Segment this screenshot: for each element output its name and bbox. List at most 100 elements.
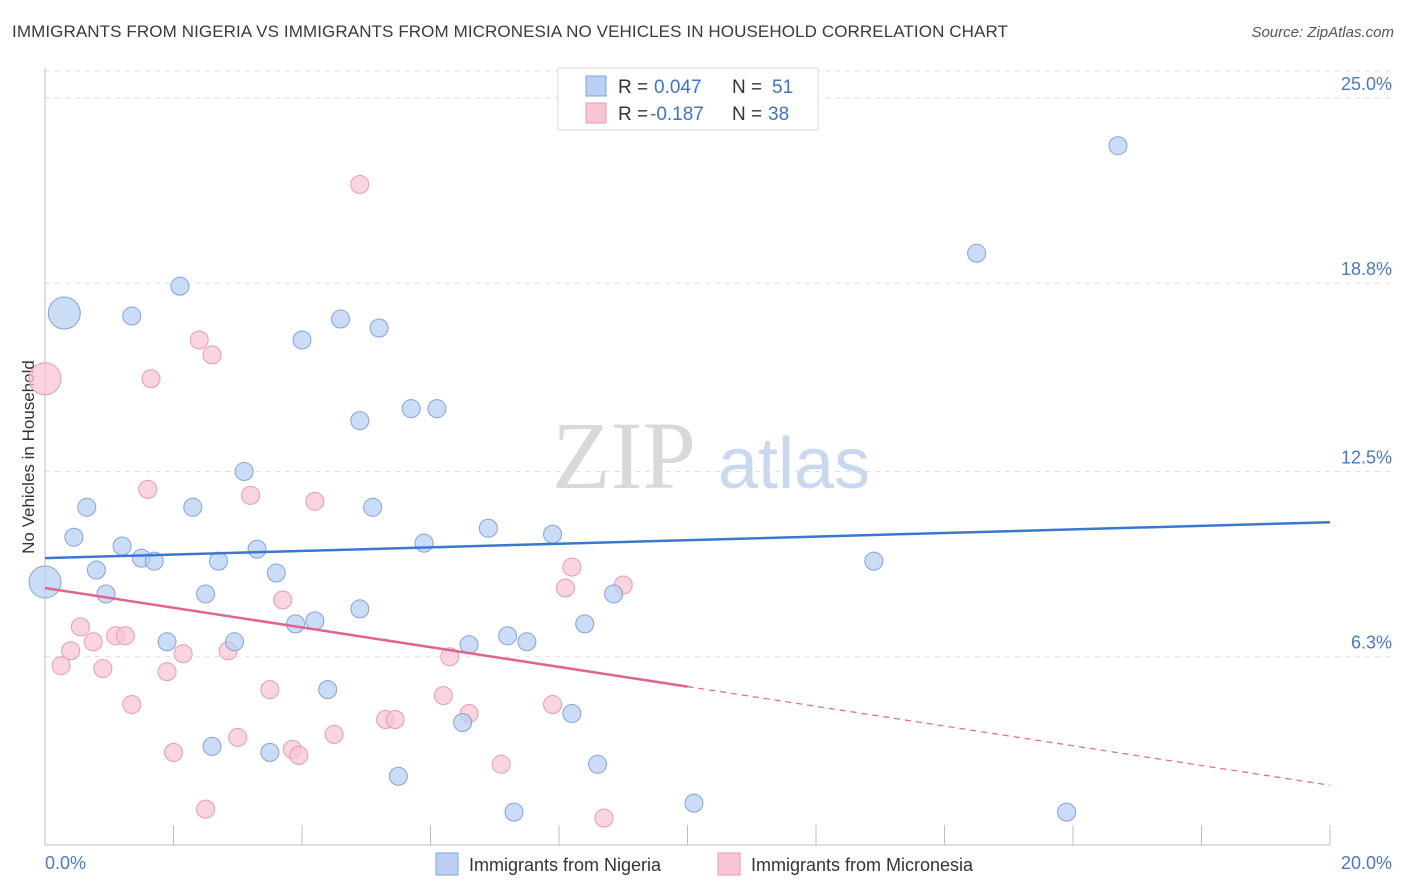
- micronesia-point-11: [51, 656, 71, 676]
- x-tick-label-min: 0.0%: [45, 853, 86, 873]
- micronesia-point-25: [289, 745, 309, 765]
- nigeria-point-37: [604, 584, 624, 604]
- nigeria-point-0: [47, 296, 81, 330]
- nigeria-point-31: [286, 614, 306, 634]
- micronesia-point-33: [555, 578, 575, 598]
- micronesia-point-2: [189, 330, 209, 350]
- legend-r-value-2: -0.187: [650, 104, 704, 125]
- micronesia-point-31: [491, 754, 511, 774]
- legend-n-value-1: 51: [772, 77, 793, 98]
- micronesia-trend-extension: [687, 686, 1331, 786]
- micronesia-point-16: [173, 644, 193, 664]
- micronesia-point-37: [594, 808, 614, 828]
- nigeria-point-26: [414, 533, 434, 553]
- y-tick-label-0: 6.3%: [1351, 633, 1392, 653]
- nigeria-point-5: [64, 527, 84, 547]
- nigeria-point-2: [122, 306, 142, 326]
- nigeria-point-46: [864, 551, 884, 571]
- micronesia-point-7: [305, 491, 325, 511]
- micronesia-point-18: [273, 590, 293, 610]
- legend-r-label-1: R =: [618, 77, 648, 98]
- nigeria-point-28: [543, 524, 563, 544]
- nigeria-point-14: [247, 539, 267, 559]
- y-axis-title: No Vehicles in Household: [19, 360, 38, 554]
- bottom-legend-swatch-micronesia: [717, 852, 741, 876]
- micronesia-point-14: [115, 626, 135, 646]
- nigeria-point-22: [350, 411, 370, 431]
- nigeria-point-3: [170, 276, 190, 296]
- legend-swatch-micronesia: [585, 102, 607, 124]
- nigeria-point-29: [350, 599, 370, 619]
- nigeria-point-4: [77, 497, 97, 517]
- nigeria-point-41: [260, 742, 280, 762]
- y-tick-label-2: 18.8%: [1341, 259, 1392, 279]
- nigeria-point-7: [86, 560, 106, 580]
- y-tick-label-1: 12.5%: [1341, 447, 1392, 467]
- nigeria-point-15: [266, 563, 286, 583]
- nigeria-point-39: [562, 704, 582, 724]
- nigeria-point-17: [157, 632, 177, 652]
- nigeria-point-35: [517, 632, 537, 652]
- bottom-legend-swatch-nigeria: [435, 852, 459, 876]
- nigeria-point-6: [112, 536, 132, 556]
- micronesia-point-3: [202, 345, 222, 365]
- nigeria-point-10: [144, 551, 164, 571]
- chart-title: IMMIGRANTS FROM NIGERIA VS IMMIGRANTS FR…: [12, 22, 1009, 41]
- trend-lines: [44, 520, 1331, 786]
- series-legend: Immigrants from Nigeria Immigrants from …: [435, 852, 974, 876]
- legend-r-value-1: 0.047: [654, 77, 702, 98]
- x-tick-label-max: 20.0%: [1341, 853, 1392, 873]
- legend-r-label-2: R =: [618, 104, 648, 125]
- y-tick-labels: 6.3% 12.5% 18.8% 25.0%: [1341, 74, 1392, 653]
- y-tick-label-3: 25.0%: [1341, 74, 1392, 94]
- gridlines: [45, 70, 1392, 658]
- micronesia-point-32: [543, 695, 563, 715]
- micronesia-point-27: [385, 709, 405, 729]
- nigeria-point-47: [967, 243, 987, 263]
- micronesia-point-21: [228, 727, 248, 747]
- micronesia-point-22: [324, 724, 344, 744]
- nigeria-point-1: [28, 565, 62, 599]
- watermark-zip: ZIP: [552, 402, 696, 509]
- micronesia-point-29: [440, 647, 460, 667]
- nigeria-point-12: [208, 551, 228, 571]
- nigeria-point-42: [388, 766, 408, 786]
- micronesia-point-5: [138, 479, 158, 499]
- micronesia-point-28: [433, 686, 453, 706]
- nigeria-point-32: [318, 680, 338, 700]
- nigeria-point-43: [588, 754, 608, 774]
- micronesia-point-19: [122, 695, 142, 715]
- nigeria-point-48: [1108, 136, 1128, 156]
- bottom-legend-label-micronesia: Immigrants from Micronesia: [751, 855, 974, 875]
- micronesia-point-8: [70, 617, 90, 637]
- micronesia-point-34: [562, 557, 582, 577]
- micronesia-trend-line: [44, 586, 688, 688]
- nigeria-point-49: [1057, 802, 1077, 822]
- x-ticks: [44, 825, 1331, 845]
- micronesia-point-9: [83, 632, 103, 652]
- watermark-atlas: atlas: [718, 424, 870, 504]
- micronesia-point-20: [260, 680, 280, 700]
- nigeria-point-38: [453, 712, 473, 732]
- nigeria-point-30: [305, 611, 325, 631]
- nigeria-point-45: [684, 793, 704, 813]
- nigeria-point-34: [498, 626, 518, 646]
- micronesia-point-1: [350, 175, 370, 195]
- nigeria-point-20: [331, 309, 351, 329]
- nigeria-point-16: [196, 584, 216, 604]
- nigeria-point-23: [401, 399, 421, 419]
- micronesia-points: [28, 175, 633, 828]
- legend-n-label-1: N =: [732, 77, 762, 98]
- nigeria-point-36: [575, 614, 595, 634]
- nigeria-point-19: [292, 330, 312, 350]
- nigeria-point-11: [183, 497, 203, 517]
- legend-n-value-2: 38: [768, 104, 789, 125]
- nigeria-point-8: [96, 584, 116, 604]
- bottom-legend-label-nigeria: Immigrants from Nigeria: [469, 855, 662, 875]
- micronesia-point-12: [93, 659, 113, 679]
- source-label: Source: ZipAtlas.com: [1251, 24, 1394, 41]
- micronesia-point-10: [61, 641, 81, 661]
- nigeria-point-44: [504, 802, 524, 822]
- nigeria-point-25: [363, 497, 383, 517]
